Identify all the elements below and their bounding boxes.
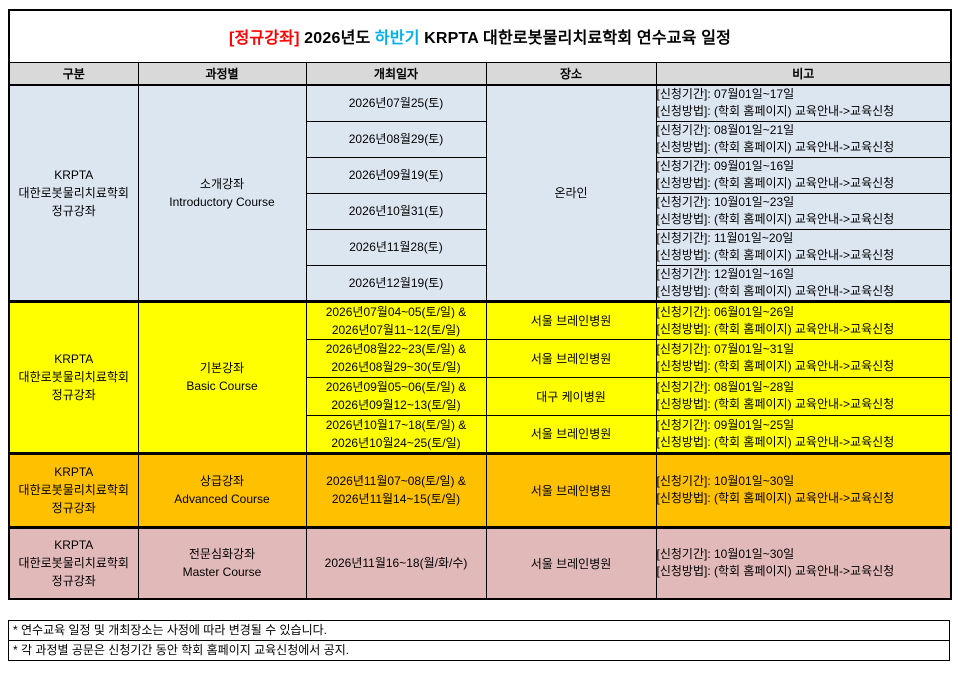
date-cell: 2026년07월25(토) [305, 84, 487, 122]
application-period: [신청기간]: 09월01일~16일 [656, 159, 795, 173]
remark-cell: [신청기간]: 11월01일~20일 [신청방법]: (학회 홈페이지) 교육안… [655, 228, 952, 266]
date-cell: 2026년09월05~06(토/일) & 2026년09월12~13(토/일) [305, 376, 487, 416]
title-tag: [정규강좌] [228, 30, 300, 48]
schedule-row: KRPTA 대한로봇물리치료학회 정규강좌 기본강좌 Basic Course … [8, 299, 952, 454]
title-row: [정규강좌] 2026년도 하반기 KRPTA 대한로봇물리치료학회 연수교육 … [8, 9, 952, 63]
application-period: [신청기간]: 12월01일~16일 [656, 266, 795, 281]
venue-cell: 온라인 [485, 84, 657, 302]
application-period: [신청기간]: 10월01일~30일 [656, 474, 795, 488]
date-cell: 2026년08월22~23(토/일) & 2026년08월29~30(토/일) [305, 338, 487, 378]
note-line: * 연수교육 일정 및 개최장소는 사정에 따라 변경될 수 있습니다. [13, 623, 328, 637]
title-year: 2026년도 [304, 30, 371, 48]
notice-body: [정규강좌] 2026년도 하반기 KRPTA 대한로봇물리치료학회 연수교육 … [8, 9, 953, 661]
application-method: [신청방법]: (학회 홈페이지) 교육안내->교육신청 [656, 564, 895, 579]
date-cell: 2026년10월31(토) [305, 192, 487, 230]
application-method: [신청방법]: (학회 홈페이지) 교육안내->교육신청 [656, 248, 895, 262]
title-semester: 하반기 [374, 30, 420, 48]
schedule-row: KRPTA 대한로봇물리치료학회 정규강좌 소개강좌 Introductory … [8, 84, 952, 302]
remark-cell: [신청기간]: 10월01일~23일 [신청방법]: (학회 홈페이지) 교육안… [655, 192, 952, 230]
venue-cell: 서울 브레인병원 [485, 525, 657, 600]
venue-cell: 서울 브레인병원 [485, 338, 657, 378]
date-cell: 2026년07월04~05(토/일) & 2026년07월11~12(토/일) [305, 299, 487, 340]
application-period: [신청기간]: 06월01일~26일 [656, 304, 795, 319]
venue-cell: 대구 케이병원 [485, 376, 657, 416]
schedule-row: KRPTA 대한로봇물리치료학회 정규강좌 상급강좌 Advanced Cour… [8, 451, 952, 528]
remark-cell: [신청기간]: 12월01일~16일 [신청방법]: (학회 홈페이지) 교육안… [655, 264, 952, 302]
col-header-category: 구분 [8, 61, 139, 86]
application-method: [신청방법]: (학회 홈페이지) 교육안내->교육신청 [656, 212, 895, 226]
col-header-remark: 비고 [655, 61, 952, 86]
remark-cell: [신청기간]: 10월01일~30일 [신청방법]: (학회 홈페이지) 교육안… [655, 525, 952, 600]
application-method: [신청방법]: (학회 홈페이지) 교육안내->교육신청 [656, 321, 895, 336]
category-cell: KRPTA 대한로봇물리치료학회 정규강좌 [8, 84, 139, 302]
application-period: [신청기간]: 10월01일~23일 [656, 195, 795, 209]
col-header-date: 개최일자 [305, 61, 487, 86]
application-period: [신청기간]: 11월01일~20일 [656, 231, 794, 245]
application-method: [신청방법]: (학회 홈페이지) 교육안내->교육신청 [656, 104, 895, 119]
application-method: [신청방법]: (학회 홈페이지) 교육안내->교육신청 [656, 434, 895, 449]
application-method: [신청방법]: (학회 홈페이지) 교육안내->교육신청 [656, 359, 895, 373]
course-cell: 기본강좌 Basic Course [137, 299, 307, 454]
category-cell: KRPTA 대한로봇물리치료학회 정규강좌 [8, 525, 139, 600]
application-period: [신청기간]: 10월01일~30일 [656, 547, 795, 562]
application-period: [신청기간]: 07월01일~31일 [656, 342, 795, 356]
date-cell: 2026년11월07~08(토/일) & 2026년11월14~15(토/일) [305, 451, 487, 528]
date-cell: 2026년10월17~18(토/일) & 2026년10월24~25(토/일) [305, 414, 487, 454]
application-period: [신청기간]: 07월01일~17일 [656, 87, 795, 102]
application-period: [신청기간]: 09월01일~25일 [656, 417, 795, 432]
venue-cell: 서울 브레인병원 [485, 451, 657, 528]
remark-cell: [신청기간]: 10월01일~30일 [신청방법]: (학회 홈페이지) 교육안… [655, 451, 952, 528]
remark-cell: [신청기간]: 07월01일~31일 [신청방법]: (학회 홈페이지) 교육안… [655, 338, 952, 378]
course-cell: 소개강좌 Introductory Course [137, 84, 307, 302]
remark-cell: [신청기간]: 09월01일~16일 [신청방법]: (학회 홈페이지) 교육안… [655, 156, 952, 194]
title-text: KRPTA 대한로봇물리치료학회 연수교육 일정 [424, 30, 732, 48]
header-row: 구분 과정별 개최일자 장소 비고 [8, 61, 952, 86]
schedule-table: [정규강좌] 2026년도 하반기 KRPTA 대한로봇물리치료학회 연수교육 … [8, 9, 953, 600]
date-cell: 2026년11월16~18(월/화/수) [305, 525, 487, 600]
application-period: [신청기간]: 08월01일~21일 [656, 123, 795, 137]
category-cell: KRPTA 대한로봇물리치료학회 정규강좌 [8, 451, 139, 528]
course-cell: 상급강좌 Advanced Course [137, 451, 307, 528]
application-method: [신청방법]: (학회 홈페이지) 교육안내->교육신청 [656, 397, 895, 411]
note-line: * 각 과정별 공문은 신청기간 동안 학회 홈페이지 교육신청에서 공지. [9, 640, 949, 660]
col-header-course: 과정별 [137, 61, 307, 86]
col-header-venue: 장소 [485, 61, 657, 86]
date-cell: 2026년12월19(토) [305, 264, 487, 302]
remark-cell: [신청기간]: 07월01일~17일 [신청방법]: (학회 홈페이지) 교육안… [655, 84, 952, 122]
remark-cell: [신청기간]: 08월01일~21일 [신청방법]: (학회 홈페이지) 교육안… [655, 120, 952, 158]
date-cell: 2026년11월28(토) [305, 228, 487, 266]
application-method: [신청방법]: (학회 홈페이지) 교육안내->교육신청 [656, 491, 895, 505]
date-cell: 2026년08월29(토) [305, 120, 487, 158]
venue-cell: 서울 브레인병원 [485, 299, 657, 340]
notes-box: * 연수교육 일정 및 개최장소는 사정에 따라 변경될 수 있습니다. * 각… [8, 620, 950, 661]
remark-cell: [신청기간]: 09월01일~25일 [신청방법]: (학회 홈페이지) 교육안… [655, 414, 952, 454]
schedule-row: 2026년08월29(토) [신청기간]: 08월01일~21일 [신청방법]:… [9, 120, 952, 158]
category-cell: KRPTA 대한로봇물리치료학회 정규강좌 [8, 299, 139, 454]
date-cell: 2026년09월19(토) [305, 156, 487, 194]
application-method: [신청방법]: (학회 홈페이지) 교육안내->교육신청 [656, 283, 895, 298]
schedule-row: KRPTA 대한로봇물리치료학회 정규강좌 전문심화강좌 Master Cour… [8, 525, 952, 600]
venue-cell: 서울 브레인병원 [485, 414, 657, 454]
application-method: [신청방법]: (학회 홈페이지) 교육안내->교육신청 [656, 140, 895, 154]
application-method: [신청방법]: (학회 홈페이지) 교육안내->교육신청 [656, 176, 895, 190]
application-period: [신청기간]: 08월01일~28일 [656, 380, 795, 394]
remark-cell: [신청기간]: 08월01일~28일 [신청방법]: (학회 홈페이지) 교육안… [655, 376, 952, 416]
remark-cell: [신청기간]: 06월01일~26일 [신청방법]: (학회 홈페이지) 교육안… [655, 299, 952, 340]
notice-title: [정규강좌] 2026년도 하반기 KRPTA 대한로봇물리치료학회 연수교육 … [8, 9, 952, 63]
course-cell: 전문심화강좌 Master Course [137, 525, 307, 600]
